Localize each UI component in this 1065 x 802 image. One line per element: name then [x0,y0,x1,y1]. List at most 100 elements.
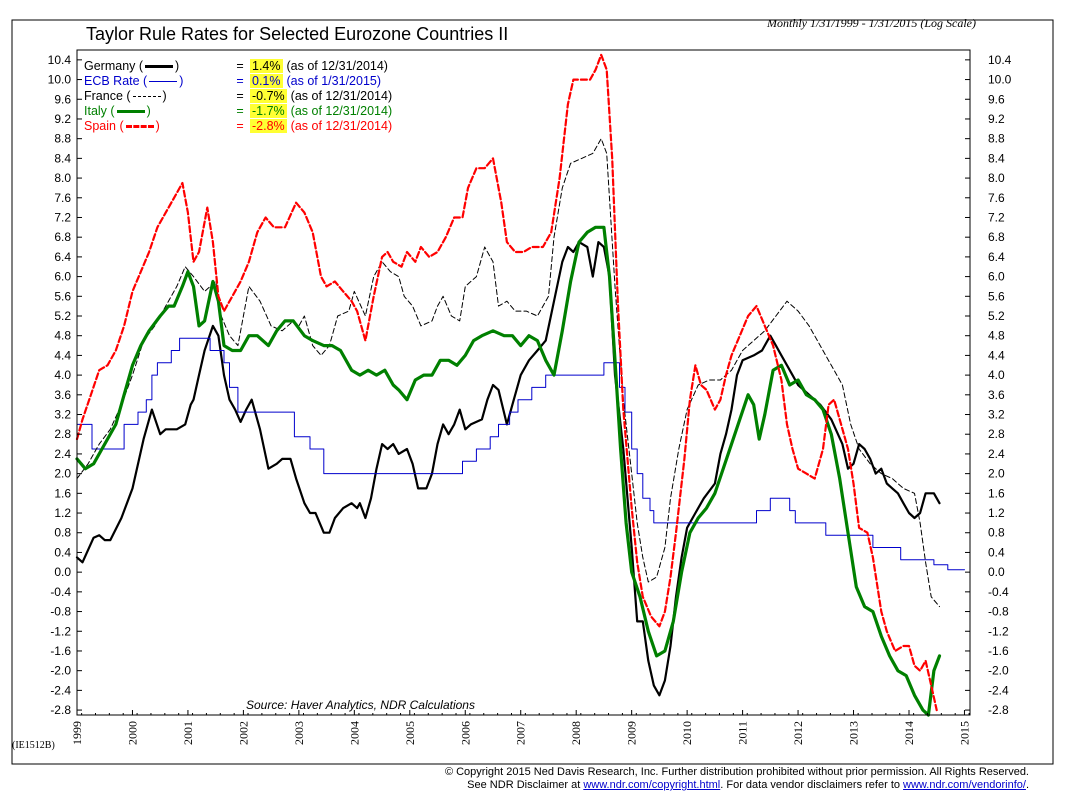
legend-label-close: ) [146,103,151,118]
y-tick-label-right: 10.0 [988,73,1012,87]
x-tick-label: 2013 [847,721,861,745]
legend-label-close: ) [162,88,167,103]
legend-label: Spain ( [84,118,124,133]
y-tick-label-right: 6.4 [988,250,1005,264]
legend-row: Germany () = 1.4% (as of 12/31/2014) [84,58,388,73]
y-tick-label-right: 9.2 [988,112,1005,126]
legend-row: Italy () = -1.7% (as of 12/31/2014) [84,103,392,118]
x-tick-label: 2010 [680,721,694,745]
y-tick-label-left: 2.8 [54,427,71,441]
y-tick-label-left: 4.8 [54,329,71,343]
x-tick-label: 2001 [181,721,195,745]
x-tick-label: 2004 [347,721,361,745]
series-line-spain [75,53,938,712]
copyright-line: © Copyright 2015 Ned Davis Research, Inc… [444,766,1029,778]
x-tick-label: 2015 [957,721,971,745]
y-tick-label-left: 6.8 [54,230,71,244]
chart-axes: 10.4 10.4 10.0 10.0 9.6 9.6 9.2 9.2 8.8 8.8 8.4 8.4… [11,19,1054,765]
chart-code: (IE1512B) [12,740,55,751]
legend-equals: = [236,88,244,103]
y-tick-label-right: 0.8 [988,526,1005,540]
legend-name: France () [84,89,224,103]
disclaimer-text-b: . For data vendor disclaimers refer to [720,779,904,791]
x-tick-label: 2000 [125,721,139,745]
y-tick-label-right: 8.4 [988,151,1005,165]
vendorinfo-link[interactable]: www.ndr.com/vendorinfo/ [903,779,1026,791]
y-tick-label-left: 9.2 [54,112,71,126]
series-line-france [76,138,940,608]
legend-label: Italy ( [84,103,115,118]
legend-label-close: ) [155,118,160,133]
y-tick-label-left: 4.0 [54,368,71,382]
legend-asof: (as of 12/31/2014) [290,88,393,103]
y-tick-label-right: 7.6 [988,191,1005,205]
y-tick-label-left: 9.6 [54,92,71,106]
x-tick-label: 2014 [902,721,916,745]
x-tick-label: 2007 [514,721,528,745]
y-tick-label-left: 10.0 [48,73,72,87]
legend-asof: (as of 1/31/2015) [286,73,382,88]
y-tick-label-left: 8.8 [54,132,71,146]
x-tick-label: 2008 [569,721,583,745]
y-tick-label-left: 2.4 [54,447,71,461]
legend-asof: (as of 12/31/2014) [290,118,393,133]
legend-name: Italy () [84,104,224,118]
legend-name: Germany () [84,59,224,73]
y-tick-label-left: 1.2 [54,506,71,520]
plot-frame [76,49,971,716]
y-tick-label-left: 0.8 [54,526,71,540]
x-tick-label: 2012 [791,721,805,745]
y-tick-label-left: 5.6 [54,289,71,303]
legend-swatch [116,109,145,113]
y-tick-label-left: -1.2 [50,624,71,638]
x-tick-label: 2009 [625,721,639,745]
x-tick-label: 2003 [292,721,306,745]
legend-value: -2.8% [250,118,287,133]
legend-name: ECB Rate () [84,74,224,88]
y-tick-label-left: 0.0 [54,565,71,579]
y-tick-label-left: -2.0 [50,664,71,678]
y-tick-label-left: -0.8 [50,605,71,619]
y-tick-label-left: -2.8 [50,703,71,717]
disclaimer-text-a: See NDR Disclaimer at [467,779,584,791]
legend-swatch [132,95,161,97]
y-tick-label-right: 6.8 [988,230,1005,244]
chart-series [75,53,965,717]
y-tick-label-left: 0.4 [54,545,71,559]
y-tick-label-right: -0.8 [988,605,1009,619]
x-tick-label: 2011 [736,721,750,745]
legend-swatch [125,124,154,128]
y-tick-label-left: 4.4 [54,348,71,362]
y-tick-label-right: 4.0 [988,368,1005,382]
y-tick-label-left: -1.6 [50,644,71,658]
legend-asof: (as of 12/31/2014) [286,58,388,73]
legend-equals: = [236,103,244,118]
y-tick-label-left: 3.2 [54,408,71,422]
y-tick-label-right: 3.2 [988,408,1005,422]
y-tick-label-left: 2.0 [54,467,71,481]
y-tick-label-left: 7.2 [54,210,71,224]
y-tick-label-left: 1.6 [54,486,71,500]
legend-row: Spain () = -2.8% (as of 12/31/2014) [84,118,392,133]
y-tick-label-right: 7.2 [988,210,1005,224]
legend-value: 1.4% [250,58,283,73]
y-tick-label-right: -2.4 [988,683,1009,697]
legend-value: -0.7% [250,88,287,103]
legend-equals: = [236,58,244,73]
y-tick-label-right: 1.6 [988,486,1005,500]
legend-swatch [149,80,178,82]
y-tick-label-right: 2.4 [988,447,1005,461]
y-tick-label-right: 3.6 [988,388,1005,402]
y-tick-label-left: 7.6 [54,191,71,205]
disclaimer-text-c: . [1025,779,1029,791]
y-tick-label-right: 8.0 [988,171,1005,185]
copyright-link[interactable]: www.ndr.com/copyright.html [583,779,721,791]
y-tick-label-left: 6.4 [54,250,71,264]
y-tick-label-right: -1.6 [988,644,1009,658]
legend-value: -1.7% [250,103,287,118]
y-tick-label-left: -2.4 [50,683,71,697]
y-tick-label-left: 6.0 [54,270,71,284]
disclaimer-line: See NDR Disclaimer at www.ndr.com/copyri… [467,779,1029,791]
y-tick-label-left: 5.2 [54,309,71,323]
